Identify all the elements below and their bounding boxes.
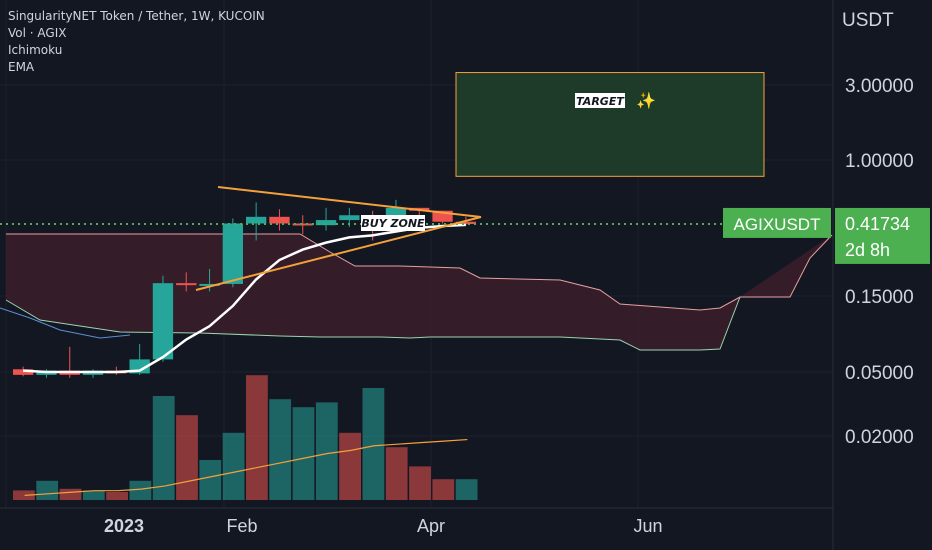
volume-bar [152,396,175,500]
triangle-upper-line [217,186,482,218]
target-zone-box [455,72,765,177]
volume-bar [409,466,431,500]
price-axis-currency: USDT [842,10,894,31]
candle-body [222,223,243,284]
sparkle-icon: ✨ [636,91,656,110]
indicator-lines [0,222,833,374]
candle-body [455,221,476,224]
indicator-ichimoku[interactable]: Ichimoku [8,43,63,57]
buy-zone-label: BUY ZONE [361,217,425,230]
buy-zone-label-bg [361,215,425,231]
indicator-volume[interactable]: Vol · AGIX [8,26,67,40]
price-tick-label: 0.02000 [845,427,914,448]
drawings: TARGET ✨ BUY ZONE [195,72,765,291]
chart-legend: SingularityNET Token / Tether, 1W, KUCOI… [8,8,265,76]
target-label: TARGET [576,95,625,108]
volume-bar [13,490,35,500]
last-price-value: 0.41734 [845,214,910,234]
volume-bar [455,479,478,500]
price-tick-label: 0.05000 [845,363,914,384]
volume-bar [222,432,245,500]
candle-body [152,283,174,360]
time-axis[interactable]: 2023 Feb Apr Jun [0,507,833,536]
volume-bars [13,375,478,500]
price-tick-label: 1.00000 [845,151,914,172]
time-tick-label: Feb [226,516,257,536]
volume-bar [129,480,152,500]
candle-body [269,216,290,224]
cloud-area [6,234,832,350]
volume-bar [246,375,268,500]
volume-bar [36,480,59,500]
triangle-lower-line [195,216,482,291]
price-axis[interactable]: USDT 3.00000 1.00000 0.15000 0.05000 0.02000 A… [723,0,932,550]
volume-bar [82,490,105,500]
last-price-badge-bg [835,207,930,264]
volume-bar [59,488,82,500]
target-label-bg [575,93,625,108]
volume-ma-line [24,438,468,496]
price-tick-label: 3.00000 [845,76,914,97]
volume-bar [106,492,128,500]
candle-body [246,216,267,224]
ema-line [23,223,466,374]
symbol-title[interactable]: SingularityNET Token / Tether, 1W, KUCOI… [8,9,265,23]
price-tick-label: 0.15000 [845,287,914,308]
volume-bar [292,407,315,500]
bar-countdown: 2d 8h [845,240,890,260]
volume-bar [339,432,361,500]
volume-bar [176,415,198,500]
cloud-baseline [0,307,131,339]
candle-body [292,223,313,226]
volume-bar [199,460,222,500]
time-tick-label: Apr [417,516,445,536]
candle-body [13,369,34,375]
candle-body [432,210,453,222]
candle-body [339,215,360,221]
indicator-ema[interactable]: EMA [8,60,35,74]
time-tick-label: 2023 [104,516,144,536]
price-axis-bg [833,0,932,550]
symbol-badge-bg [723,207,831,238]
candle-body [176,283,197,286]
candle-body [199,283,220,286]
volume-bar [385,447,408,500]
volume-bar [269,399,292,500]
time-tick-label: Jun [633,516,662,536]
volume-bar [315,402,338,500]
volume-bar [362,388,385,500]
symbol-badge[interactable]: AGIXUSDT [734,215,821,234]
candle-body [315,220,337,226]
volume-bar [432,479,455,500]
